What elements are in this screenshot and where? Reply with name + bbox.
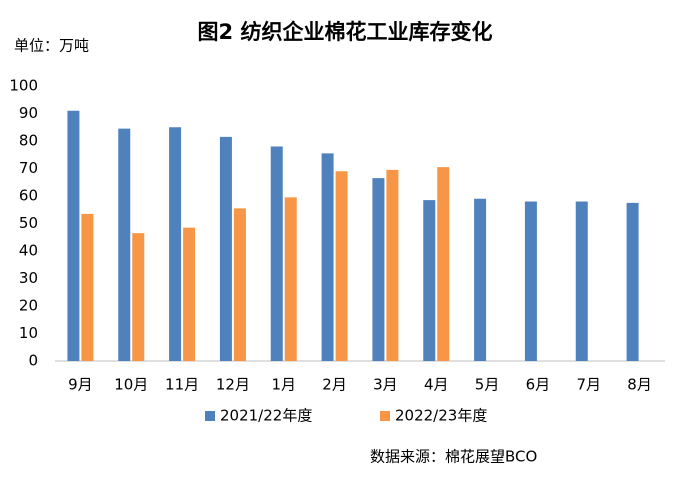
bar — [437, 167, 450, 361]
bar — [169, 127, 182, 361]
bar — [321, 153, 334, 361]
x-tick-label: 6月 — [526, 376, 551, 394]
bar — [372, 178, 385, 361]
y-tick-label: 30 — [19, 269, 38, 287]
y-tick-label: 90 — [19, 104, 38, 122]
x-tick-label: 9月 — [68, 376, 93, 394]
source-note: 数据来源：棉花展望BCO — [370, 448, 537, 466]
bar — [132, 233, 145, 361]
x-tick-label: 8月 — [627, 376, 652, 394]
x-tick-label: 11月 — [165, 376, 199, 394]
legend-swatch — [205, 411, 215, 421]
y-tick-label: 50 — [19, 214, 38, 232]
bar — [386, 169, 399, 361]
bar — [67, 110, 80, 361]
y-tick-label: 70 — [19, 159, 38, 177]
y-tick-label: 20 — [19, 297, 38, 315]
y-tick-label: 10 — [19, 324, 38, 342]
y-axis-label: 单位：万吨 — [14, 37, 89, 55]
x-tick-label: 12月 — [216, 376, 250, 394]
bar — [183, 227, 196, 361]
x-tick-label: 4月 — [424, 376, 449, 394]
x-tick-label: 3月 — [373, 376, 398, 394]
bar — [81, 213, 94, 361]
x-tick-label: 10月 — [114, 376, 148, 394]
bar — [284, 197, 297, 361]
y-tick-label: 40 — [19, 242, 38, 260]
y-tick-label: 80 — [19, 132, 38, 150]
bar — [335, 171, 348, 361]
bar — [626, 202, 639, 361]
bar — [233, 208, 246, 361]
bar — [575, 201, 588, 361]
x-tick-label: 1月 — [271, 376, 296, 394]
chart-title: 图2 纺织企业棉花工业库存变化 — [198, 20, 493, 44]
bar — [219, 136, 232, 361]
y-tick-label: 0 — [28, 352, 38, 370]
x-tick-label: 7月 — [576, 376, 601, 394]
legend-label: 2022/23年度 — [395, 407, 487, 425]
bar — [270, 146, 283, 361]
legend-label: 2021/22年度 — [220, 407, 312, 425]
x-tick-label: 2月 — [322, 376, 347, 394]
bar — [118, 128, 131, 361]
bar — [423, 200, 436, 361]
y-tick-label: 60 — [19, 187, 38, 205]
x-tick-label: 5月 — [475, 376, 500, 394]
bar — [474, 198, 487, 361]
y-tick-label: 100 — [9, 77, 38, 95]
bar — [524, 201, 537, 361]
legend-swatch — [380, 411, 390, 421]
